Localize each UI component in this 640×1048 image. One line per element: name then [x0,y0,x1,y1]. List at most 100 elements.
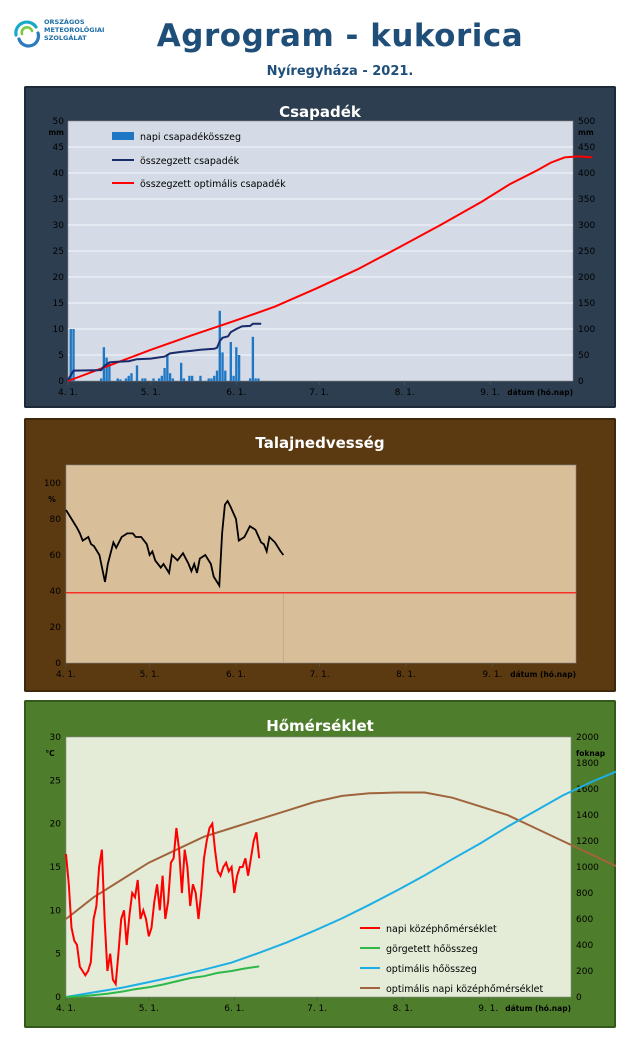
y-right-tick-label: 600 [576,915,593,925]
precip-bar [157,378,161,381]
chart-title: Hőmérséklet [266,717,374,735]
precip-bar [163,368,166,381]
precip-bar [102,347,106,381]
y-left-tick-label: 35 [53,195,64,205]
legend-swatch-bar [112,132,134,140]
y-tick-label: 0 [55,659,61,669]
y-left-tick-label: 25 [53,247,64,257]
y-tick-label: 60 [50,551,62,561]
y-right-tick-label: 500 [578,117,595,127]
y-right-tick-label: 300 [578,221,595,231]
precip-bar [188,375,191,381]
precip-bar [116,378,119,381]
chart-title: Talajnedvesség [255,434,384,452]
y-tick-label: 20 [50,623,62,633]
precip-bar [191,375,194,381]
precip-bar [179,362,183,381]
page-title: Agrogram - kukorica [156,18,524,54]
logo-line-2: METEOROLÓGIAI [44,26,105,34]
x-axis-label: dátum (hó.nap) [510,670,576,679]
temperature-chart: Hőmérséklet 4. 1. 5. 1. 6. 1. 7. 1. 8. 1. 9. 1… [45,717,616,1014]
x-tick-label: 4. 1. [58,388,78,398]
precip-bar [127,375,130,381]
precip-bar [124,378,128,381]
y-right-tick-label: 1200 [576,837,599,847]
legend-label: napi középhőmérséklet [386,924,497,935]
precip-bar [254,378,257,381]
legend-label: összegzett csapadék [140,156,240,167]
rolling-heat-sum-line [65,965,260,998]
precip-bar [119,379,122,381]
y-right-tick-label: 400 [578,169,595,179]
x-tick-label: 4. 1. [56,670,76,680]
y-left-tick-label: 15 [53,299,64,309]
legend-label: optimális hőösszeg [386,964,477,975]
y-left-tick-label: 50 [53,117,65,127]
precip-bar [248,378,252,381]
precip-bar [152,378,155,381]
soil-moisture-line [65,499,285,589]
y-left-tick-label: 30 [53,221,65,231]
precip-bar [182,378,186,381]
precip-bar [235,347,238,381]
y-left-unit: mm [48,128,64,137]
y-right-tick-label: 50 [578,351,590,361]
x-tick-label: 6. 1. [224,1004,244,1014]
page-header: ORSZÁGOS METEOROLÓGIAI SZOLGÁLAT Agrogra… [0,0,640,86]
y-right-tick-label: 0 [578,377,584,387]
y-left-tick-label: 30 [50,733,62,743]
x-tick-label: 7. 1. [307,1004,327,1014]
y-right-tick-label: 1600 [576,785,599,795]
y-right-tick-label: 100 [578,325,595,335]
optimal-cumulative-precip-line [67,155,593,382]
x-tick-label: 5. 1. [139,1004,159,1014]
y-left-unit: °C [45,749,55,758]
precip-bar [141,378,144,381]
precip-bar [213,375,216,381]
x-tick-label: 8. 1. [395,388,415,398]
x-axis-label: dátum (hó.nap) [507,388,573,397]
precip-bar [232,375,235,381]
y-right-tick-label: 400 [576,941,593,951]
y-tick-label: 100 [44,479,61,489]
y-right-tick-label: 350 [578,195,595,205]
chart-title: Csapadék [279,103,362,121]
precip-bar [237,355,241,381]
y-right-tick-label: 1400 [576,811,599,821]
optimal-heat-sum-line [65,770,616,998]
precip-bar [160,375,163,381]
page-subtitle: Nyíregyháza - 2021. [266,64,414,79]
y-right-unit: mm [578,128,594,137]
precipitation-panel: Csapadék 4. 1. 5. 1. 6. 1. 7. 1. 8. 1. 9. 1. dá… [24,86,616,408]
y-left-tick-label: 15 [50,863,61,873]
y-right-unit: foknap [576,749,606,758]
precip-bar [171,378,175,381]
precip-bar [251,336,255,381]
x-tick-label: 5. 1. [141,388,161,398]
y-right-tick-label: 200 [576,967,593,977]
omsz-logo: ORSZÁGOS METEOROLÓGIAI SZOLGÁLAT [12,18,122,52]
x-tick-label: 8. 1. [393,1004,413,1014]
y-left-tick-label: 20 [50,820,62,830]
logo-line-1: ORSZÁGOS [44,18,85,26]
x-axis-label: dátum (hó.nap) [505,1004,571,1013]
y-right-tick-label: 200 [578,273,595,283]
y-left-tick-label: 5 [58,351,64,361]
x-tick-label: 7. 1. [310,670,330,680]
y-right-tick-label: 1800 [576,759,599,769]
y-left-tick-label: 10 [53,325,65,335]
temperature-panel: Hőmérséklet 4. 1. 5. 1. 6. 1. 7. 1. 8. 1. 9. 1… [24,700,616,1028]
precip-bar [257,378,260,381]
y-tick-label: 80 [50,515,62,525]
precip-bar [108,362,111,381]
daily-mean-temp-line [65,820,261,987]
precip-bar [210,378,213,381]
x-tick-label: 4. 1. [56,1004,76,1014]
x-tick-label: 6. 1. [226,388,246,398]
omsz-logo-icon [14,20,41,48]
legend-label: görgetett hőösszeg [386,944,478,955]
plot-area [65,464,577,664]
precip-bar [105,357,108,381]
y-tick-label: 40 [50,587,62,597]
optimal-daily-mean-temp-line [65,791,616,920]
